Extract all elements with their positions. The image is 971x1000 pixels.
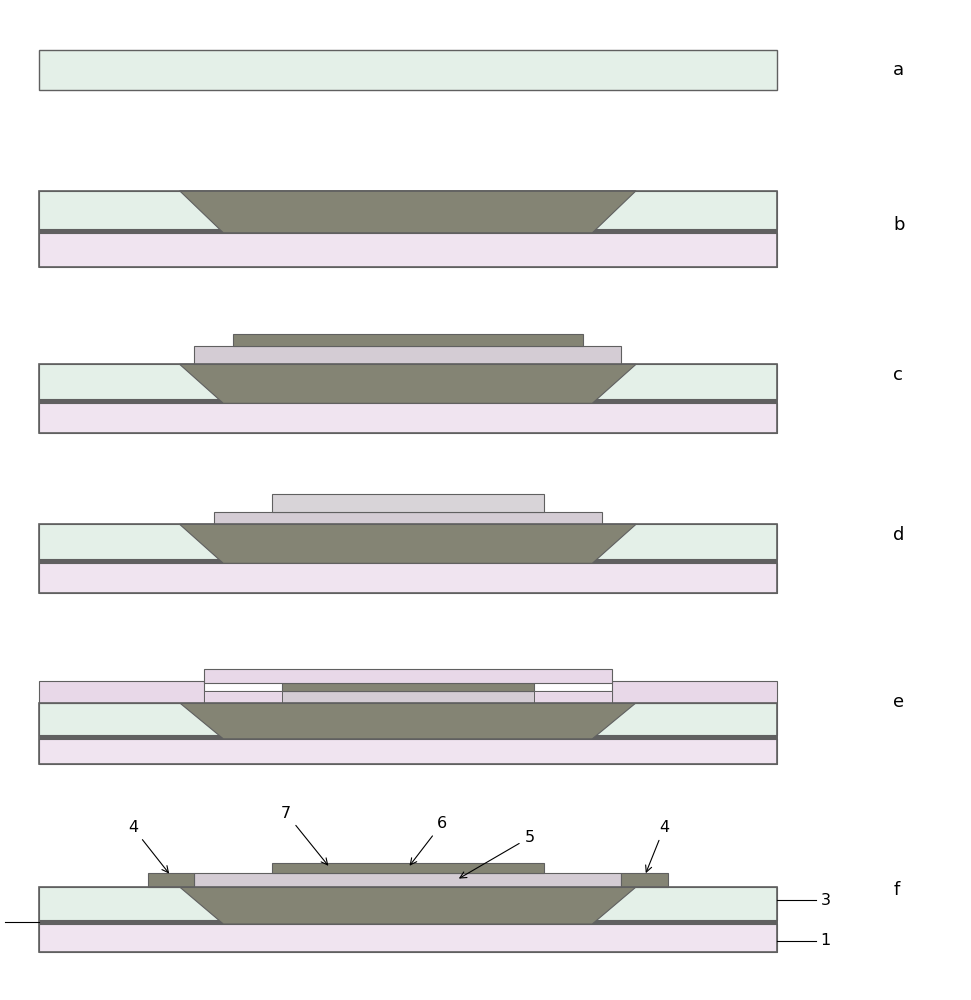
Bar xyxy=(39,735,777,739)
Bar xyxy=(272,494,544,512)
Bar xyxy=(39,50,777,90)
Text: 4: 4 xyxy=(646,820,669,872)
Bar xyxy=(39,739,777,764)
Polygon shape xyxy=(180,191,636,233)
Bar xyxy=(39,563,777,593)
Bar xyxy=(39,887,777,920)
Bar xyxy=(194,346,621,364)
Text: 3: 3 xyxy=(820,893,830,908)
Text: e: e xyxy=(893,693,904,711)
Bar xyxy=(214,512,602,524)
Bar xyxy=(204,691,612,703)
Bar xyxy=(233,334,583,346)
Bar xyxy=(204,669,612,683)
Polygon shape xyxy=(180,703,636,739)
Bar xyxy=(39,920,777,924)
Bar xyxy=(39,233,777,267)
Polygon shape xyxy=(180,524,636,563)
Text: a: a xyxy=(893,61,904,79)
Bar xyxy=(39,364,777,433)
Bar xyxy=(39,681,204,703)
Text: 4: 4 xyxy=(128,820,168,873)
Bar xyxy=(39,191,777,229)
Bar xyxy=(39,703,777,735)
Text: 5: 5 xyxy=(460,830,534,878)
Bar xyxy=(534,691,612,703)
Bar xyxy=(621,873,668,887)
Bar xyxy=(39,229,777,233)
Bar xyxy=(148,873,194,887)
Bar xyxy=(194,873,621,887)
Bar xyxy=(272,863,544,873)
Text: b: b xyxy=(893,216,905,234)
Text: 7: 7 xyxy=(282,806,327,865)
Text: c: c xyxy=(893,366,903,384)
Text: 1: 1 xyxy=(820,933,831,948)
Bar xyxy=(39,364,777,399)
Bar xyxy=(39,703,777,764)
Bar xyxy=(39,524,777,559)
Bar xyxy=(39,403,777,433)
Text: f: f xyxy=(893,881,899,899)
Text: d: d xyxy=(893,526,905,544)
Bar xyxy=(39,924,777,952)
Bar xyxy=(282,683,534,691)
Bar xyxy=(612,681,777,703)
Bar xyxy=(39,887,777,952)
Bar xyxy=(39,524,777,593)
Bar xyxy=(204,691,282,703)
Polygon shape xyxy=(180,364,636,403)
Bar xyxy=(39,559,777,563)
Bar xyxy=(39,399,777,403)
Text: 6: 6 xyxy=(411,816,447,865)
Polygon shape xyxy=(180,887,636,924)
Bar xyxy=(39,191,777,267)
